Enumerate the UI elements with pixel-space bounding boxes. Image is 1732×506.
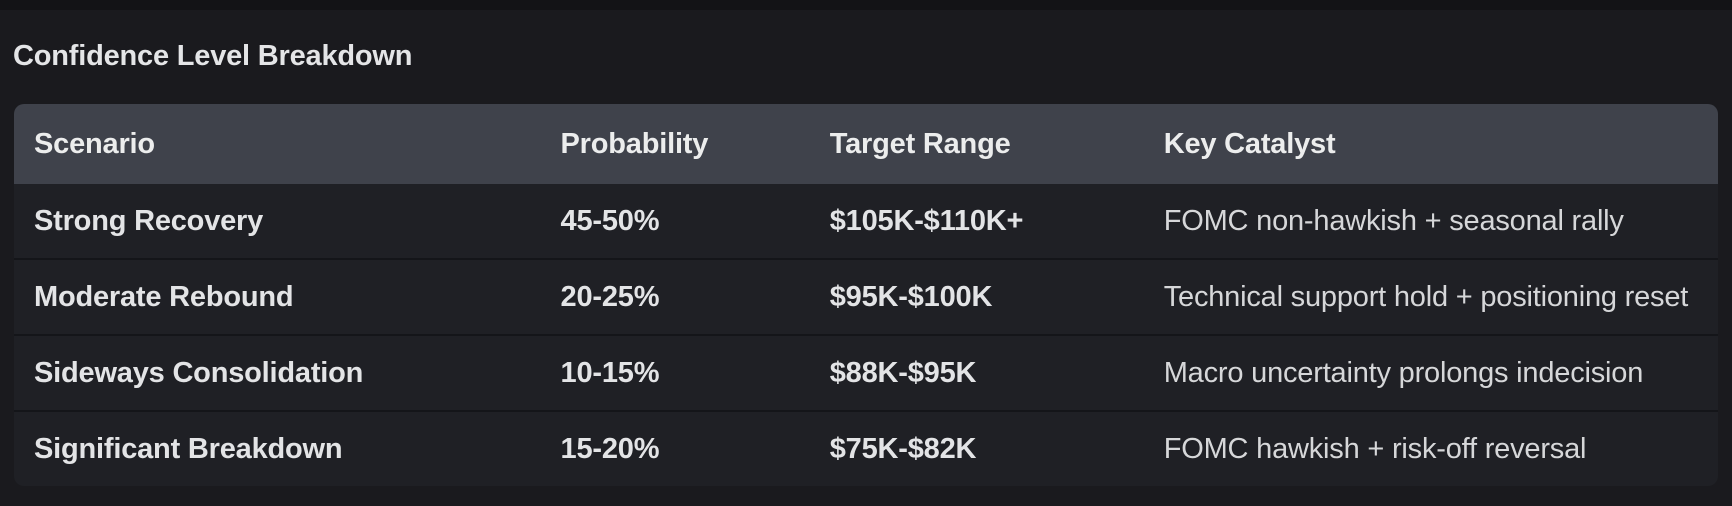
- column-header-target-range: Target Range: [809, 104, 1144, 184]
- key-catalyst-cell: Technical support hold + positioning res…: [1143, 258, 1718, 335]
- column-header-key-catalyst: Key Catalyst: [1143, 104, 1718, 184]
- scenario-cell: Significant Breakdown: [14, 410, 541, 486]
- key-catalyst-cell: FOMC non-hawkish + seasonal rally: [1143, 184, 1718, 259]
- confidence-table-card: Scenario Probability Target Range Key Ca…: [14, 104, 1718, 486]
- key-catalyst-cell: FOMC hawkish + risk-off reversal: [1143, 410, 1718, 486]
- target-range-cell: $95K-$100K: [809, 258, 1144, 335]
- window-top-border: [0, 0, 1732, 10]
- column-header-probability: Probability: [540, 104, 810, 184]
- column-header-scenario: Scenario: [14, 104, 541, 184]
- probability-cell: 10-15%: [540, 334, 810, 411]
- page-title: Confidence Level Breakdown: [13, 40, 413, 72]
- page-root: Confidence Level Breakdown Scenario Prob…: [0, 0, 1732, 486]
- table-body: Strong Recovery 45-50% $105K-$110K+ FOMC…: [14, 184, 1718, 486]
- target-range-cell: $105K-$110K+: [809, 184, 1144, 259]
- table-row: Strong Recovery 45-50% $105K-$110K+ FOMC…: [14, 184, 1718, 259]
- scenario-cell: Moderate Rebound: [14, 258, 541, 335]
- target-range-cell: $75K-$82K: [809, 410, 1144, 486]
- table-row: Moderate Rebound 20-25% $95K-$100K Techn…: [14, 258, 1718, 335]
- table-row: Sideways Consolidation 10-15% $88K-$95K …: [14, 334, 1718, 411]
- table-row: Significant Breakdown 15-20% $75K-$82K F…: [14, 410, 1718, 486]
- scenario-cell: Strong Recovery: [14, 184, 541, 259]
- probability-cell: 45-50%: [540, 184, 810, 259]
- table-header-row: Scenario Probability Target Range Key Ca…: [14, 104, 1718, 184]
- probability-cell: 20-25%: [540, 258, 810, 335]
- scenario-cell: Sideways Consolidation: [14, 334, 541, 411]
- confidence-breakdown-table: Scenario Probability Target Range Key Ca…: [14, 104, 1718, 486]
- key-catalyst-cell: Macro uncertainty prolongs indecision: [1143, 334, 1718, 411]
- probability-cell: 15-20%: [540, 410, 810, 486]
- target-range-cell: $88K-$95K: [809, 334, 1144, 411]
